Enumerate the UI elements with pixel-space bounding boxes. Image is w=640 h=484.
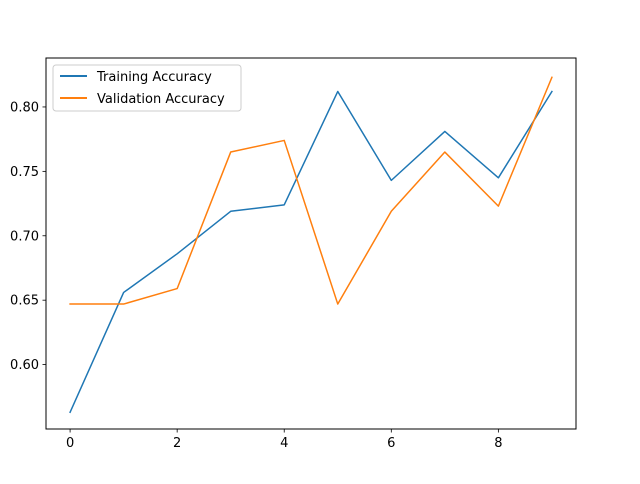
x-tick-label: 0 xyxy=(66,436,74,451)
legend: Training Accuracy Validation Accuracy xyxy=(52,64,242,112)
plot-frame xyxy=(45,57,577,430)
x-tick-label: 2 xyxy=(173,436,181,451)
x-axis: 0 2 4 6 8 xyxy=(66,429,503,451)
x-tick-label: 4 xyxy=(280,436,288,451)
y-tick-label: 0.75 xyxy=(10,165,39,180)
x-tick-label: 8 xyxy=(494,436,502,451)
legend-box xyxy=(52,64,242,112)
y-tick-label: 0.70 xyxy=(10,229,39,244)
y-tick-label: 0.65 xyxy=(10,294,39,309)
series-line-training xyxy=(69,90,553,414)
series-line-validation xyxy=(69,76,553,305)
series-lines xyxy=(69,76,553,414)
y-tick-label: 0.60 xyxy=(10,358,39,373)
x-tick-label: 6 xyxy=(387,436,395,451)
legend-label-validation: Validation Accuracy xyxy=(97,92,225,107)
y-tick-label: 0.80 xyxy=(10,100,39,115)
legend-label-training: Training Accuracy xyxy=(96,70,212,85)
y-axis: 0.60 0.65 0.70 0.75 0.80 xyxy=(10,100,46,373)
